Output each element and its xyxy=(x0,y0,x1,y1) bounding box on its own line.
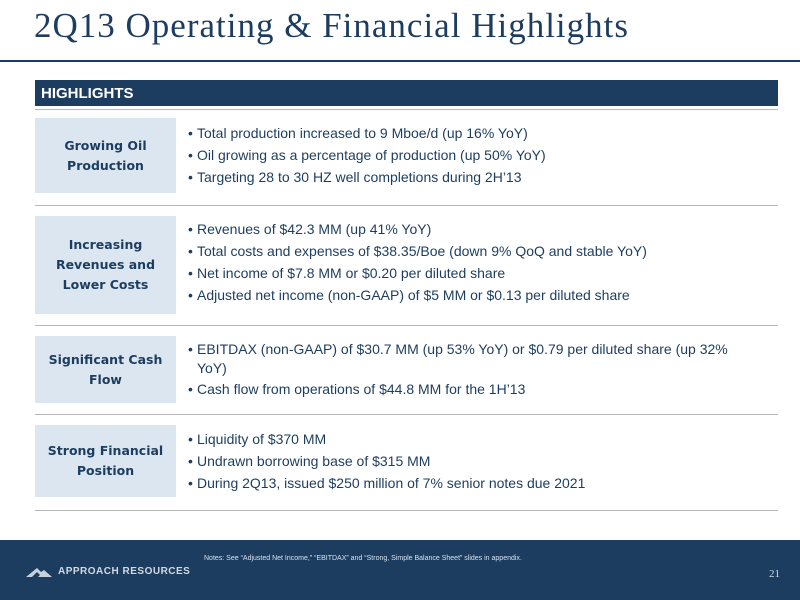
section-growing-oil-production: Growing Oil Production • Total production… xyxy=(35,118,778,206)
bullet-item: • Total costs and expenses of $38.35/Boe … xyxy=(185,242,647,261)
section-significant-cash-flow: Significant Cash Flow • EBITDAX (non-GAAP… xyxy=(35,336,778,415)
section-label: Growing Oil Production xyxy=(64,137,147,173)
bullet-item: • Cash flow from operations of $44.8 MM f… xyxy=(185,380,745,399)
bullet-icon: • xyxy=(188,265,193,281)
slide-title: 2Q13 Operating & Financial Highlights xyxy=(34,6,629,45)
bullet-list: • Total production increased to 9 Mboe/d … xyxy=(185,124,546,190)
section-label-box: Increasing Revenues and Lower Costs xyxy=(35,216,176,314)
bullet-icon: • xyxy=(188,147,193,163)
title-divider xyxy=(0,60,800,62)
section-divider xyxy=(35,205,778,206)
bullet-item: • Net income of $7.8 MM or $0.20 per dilu… xyxy=(185,264,647,283)
bullet-icon: • xyxy=(188,475,193,491)
bullet-item: • Liquidity of $370 MM xyxy=(185,430,585,449)
section-divider xyxy=(35,414,778,415)
section-strong-financial-position: Strong Financial Position • Liquidity of … xyxy=(35,425,778,511)
bullet-icon: • xyxy=(188,243,193,259)
company-name: APPROACH RESOURCES xyxy=(58,566,191,577)
bullet-text: Total costs and expenses of $38.35/Boe (… xyxy=(197,243,647,259)
bullet-icon: • xyxy=(188,453,193,469)
bullet-item: • Oil growing as a percentage of producti… xyxy=(185,146,546,165)
highlights-header-bar: HIGHLIGHTS xyxy=(35,80,778,106)
bullet-text: During 2Q13, issued $250 million of 7% s… xyxy=(197,475,586,491)
section-label-box: Growing Oil Production xyxy=(35,118,176,193)
bullet-text: Net income of $7.8 MM or $0.20 per dilut… xyxy=(197,265,506,281)
bullet-icon: • xyxy=(188,381,193,397)
bullet-icon: • xyxy=(188,221,193,237)
bullet-icon: • xyxy=(188,287,193,303)
section-label: Increasing Revenues and Lower Costs xyxy=(55,237,156,292)
bullet-text: EBITDAX (non-GAAP) of $30.7 MM (up 53% Y… xyxy=(197,341,728,376)
page-number: 21 xyxy=(769,568,780,580)
section-divider xyxy=(35,510,778,511)
bullet-text: Undrawn borrowing base of $315 MM xyxy=(197,453,431,469)
bullet-item: • Undrawn borrowing base of $315 MM xyxy=(185,452,585,471)
bullet-icon: • xyxy=(188,341,193,357)
footer-bar: Notes: See “Adjusted Net Income,” “EBITD… xyxy=(0,540,800,600)
bullet-icon: • xyxy=(188,125,193,141)
bullet-item: • Targeting 28 to 30 HZ well completions … xyxy=(185,168,546,187)
bullet-text: Total production increased to 9 Mboe/d (… xyxy=(197,125,528,141)
section-label-box: Strong Financial Position xyxy=(35,425,176,497)
footer-notes: Notes: See “Adjusted Net Income,” “EBITD… xyxy=(204,555,522,562)
bullet-list: • Revenues of $42.3 MM (up 41% YoY) • Tota… xyxy=(185,220,647,308)
section-increasing-revenues: Increasing Revenues and Lower Costs • Rev… xyxy=(35,216,778,326)
bullet-icon: • xyxy=(188,431,193,447)
bullet-text: Adjusted net income (non-GAAP) of $5 MM … xyxy=(197,287,630,303)
bullet-text: Oil growing as a percentage of productio… xyxy=(197,147,546,163)
bullet-text: Revenues of $42.3 MM (up 41% YoY) xyxy=(197,221,432,237)
bullet-icon: • xyxy=(188,169,193,185)
approach-mountain-logo-icon xyxy=(26,567,52,577)
section-label: Strong Financial Position xyxy=(47,443,164,478)
bullet-list: • EBITDAX (non-GAAP) of $30.7 MM (up 53% … xyxy=(185,340,745,402)
bullet-item: • Total production increased to 9 Mboe/d … xyxy=(185,124,546,143)
section-divider xyxy=(35,325,778,326)
highlights-header: HIGHLIGHTS xyxy=(41,85,134,102)
bullet-text: Liquidity of $370 MM xyxy=(197,431,327,447)
company-logo: APPROACH RESOURCES xyxy=(26,566,190,577)
bullet-item: • During 2Q13, issued $250 million of 7% … xyxy=(185,474,585,493)
bullet-list: • Liquidity of $370 MM • Undrawn borrowing… xyxy=(185,430,585,496)
section-label-box: Significant Cash Flow xyxy=(35,336,176,403)
highlights-divider xyxy=(35,109,778,110)
bullet-item: • Revenues of $42.3 MM (up 41% YoY) xyxy=(185,220,647,239)
bullet-text: Targeting 28 to 30 HZ well completions d… xyxy=(197,169,522,185)
bullet-text: Cash flow from operations of $44.8 MM fo… xyxy=(197,381,526,397)
bullet-item: • EBITDAX (non-GAAP) of $30.7 MM (up 53% … xyxy=(185,340,745,378)
bullet-item: • Adjusted net income (non-GAAP) of $5 MM… xyxy=(185,286,647,305)
section-label: Significant Cash Flow xyxy=(48,351,163,387)
